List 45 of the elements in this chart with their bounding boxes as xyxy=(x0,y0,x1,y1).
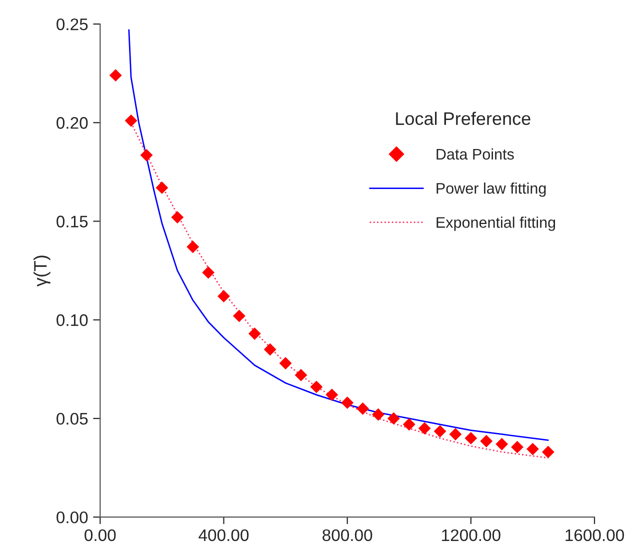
point xyxy=(140,148,153,162)
point xyxy=(434,425,446,438)
point xyxy=(279,357,292,370)
point xyxy=(418,422,431,435)
point xyxy=(496,438,508,450)
point xyxy=(124,114,138,127)
point xyxy=(449,428,462,440)
point xyxy=(356,402,369,415)
point xyxy=(248,327,261,340)
legend-label: Exponential fitting xyxy=(436,216,556,231)
point xyxy=(372,408,384,421)
y-tick-label: 0.20 xyxy=(56,117,88,129)
point xyxy=(218,290,230,302)
point xyxy=(526,442,539,456)
x-tick-label: 800.00 xyxy=(322,529,372,542)
point xyxy=(464,432,478,444)
point xyxy=(171,211,184,224)
y-tick-label: 0.15 xyxy=(56,216,88,228)
x-tick-label: 400.00 xyxy=(198,529,249,542)
x-tick-label: 1600.00 xyxy=(566,529,624,542)
point xyxy=(310,380,323,394)
point xyxy=(202,266,214,279)
point xyxy=(402,418,416,431)
point xyxy=(264,343,276,356)
point xyxy=(186,240,200,254)
legend-label: Data Points xyxy=(436,148,514,160)
point xyxy=(156,182,168,194)
point xyxy=(511,440,524,454)
point xyxy=(387,412,400,425)
point xyxy=(232,310,246,322)
x-tick-label: 0.00 xyxy=(84,529,116,542)
y-tick-label: 0.00 xyxy=(56,511,88,524)
point xyxy=(109,69,122,82)
y-tick-label: 0.25 xyxy=(56,18,88,30)
y-axis-title: γ(T) xyxy=(34,256,50,287)
y-tick-label: 0.05 xyxy=(56,412,88,425)
y-tick-label: 0.10 xyxy=(56,314,88,326)
point xyxy=(294,368,308,382)
point xyxy=(480,434,493,448)
point xyxy=(326,388,338,402)
point xyxy=(542,446,554,458)
legend-label: Power law fitting xyxy=(436,182,546,197)
x-tick-label: 1200.00 xyxy=(442,529,500,542)
point xyxy=(341,396,354,409)
legend-title: Local Preference xyxy=(396,112,530,126)
